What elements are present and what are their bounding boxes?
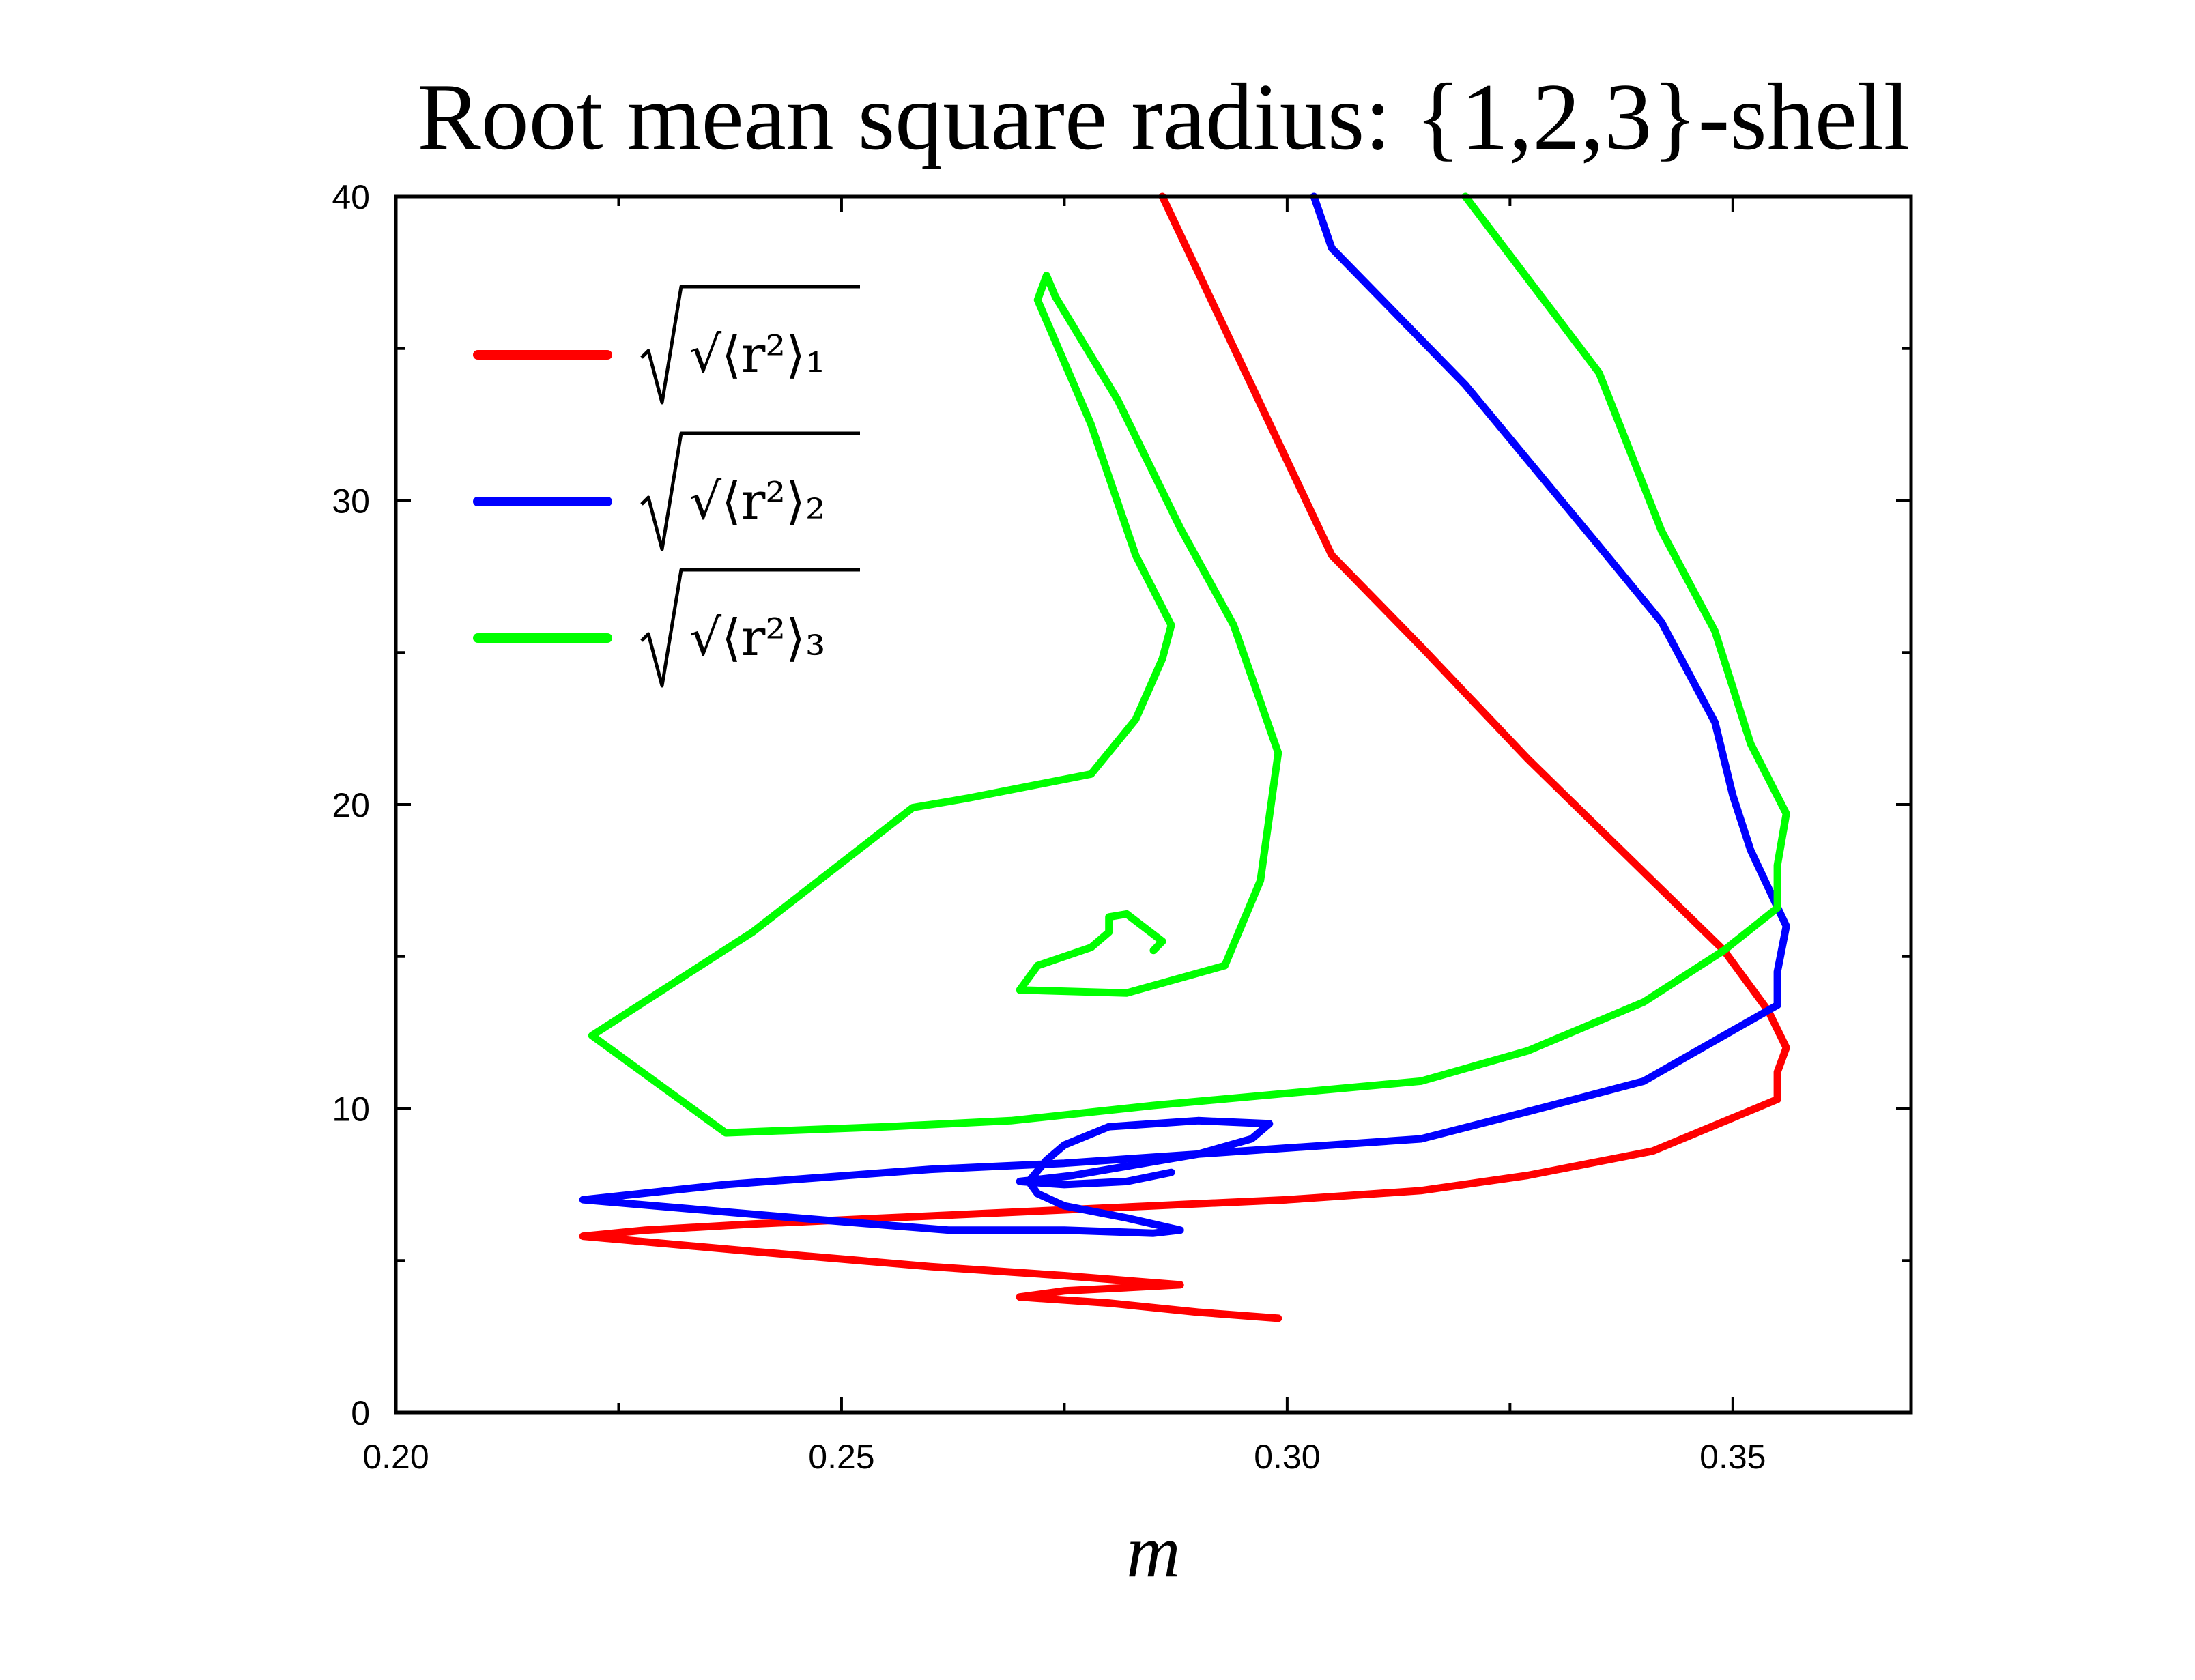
- x-tick-label: 0.30: [1254, 1438, 1320, 1476]
- radical-sign: [640, 285, 860, 405]
- radical-sign: [640, 568, 860, 688]
- y-tick-label: 0: [351, 1394, 370, 1432]
- x-tick-label: 0.20: [362, 1438, 429, 1476]
- series-line-2: [579, 192, 1790, 1237]
- legend: √⟨r²⟩₁ √⟨r²⟩₂ √⟨r²⟩₃: [473, 285, 860, 688]
- series-line-3: [588, 192, 1790, 1137]
- radical-sign: [640, 431, 860, 551]
- y-tick-label: 40: [332, 178, 370, 216]
- legend-label: √⟨r²⟩₃: [689, 609, 826, 667]
- y-tick-label: 30: [332, 482, 370, 521]
- x-tick-label: 0.35: [1699, 1438, 1766, 1476]
- legend-entry-3: √⟨r²⟩₃: [473, 568, 860, 688]
- legend-label: √⟨r²⟩₁: [689, 325, 826, 384]
- series-line-1: [579, 192, 1790, 1322]
- x-axis-label: m: [1126, 1509, 1180, 1593]
- chart-title: Root mean square radius: {1,2,3}-shell: [417, 64, 1910, 170]
- x-tick-label: 0.25: [808, 1438, 874, 1476]
- ticks-layer: 0.20 0.25 0.30 0.35 0 10 20 30 40: [332, 178, 1911, 1476]
- legend-entry-2: √⟨r²⟩₂: [473, 431, 860, 551]
- y-tick-label: 10: [332, 1090, 370, 1129]
- legend-label: √⟨r²⟩₂: [689, 472, 826, 531]
- series-layer: [579, 192, 1790, 1322]
- y-tick-label: 20: [332, 786, 370, 824]
- legend-entry-1: √⟨r²⟩₁: [473, 285, 860, 405]
